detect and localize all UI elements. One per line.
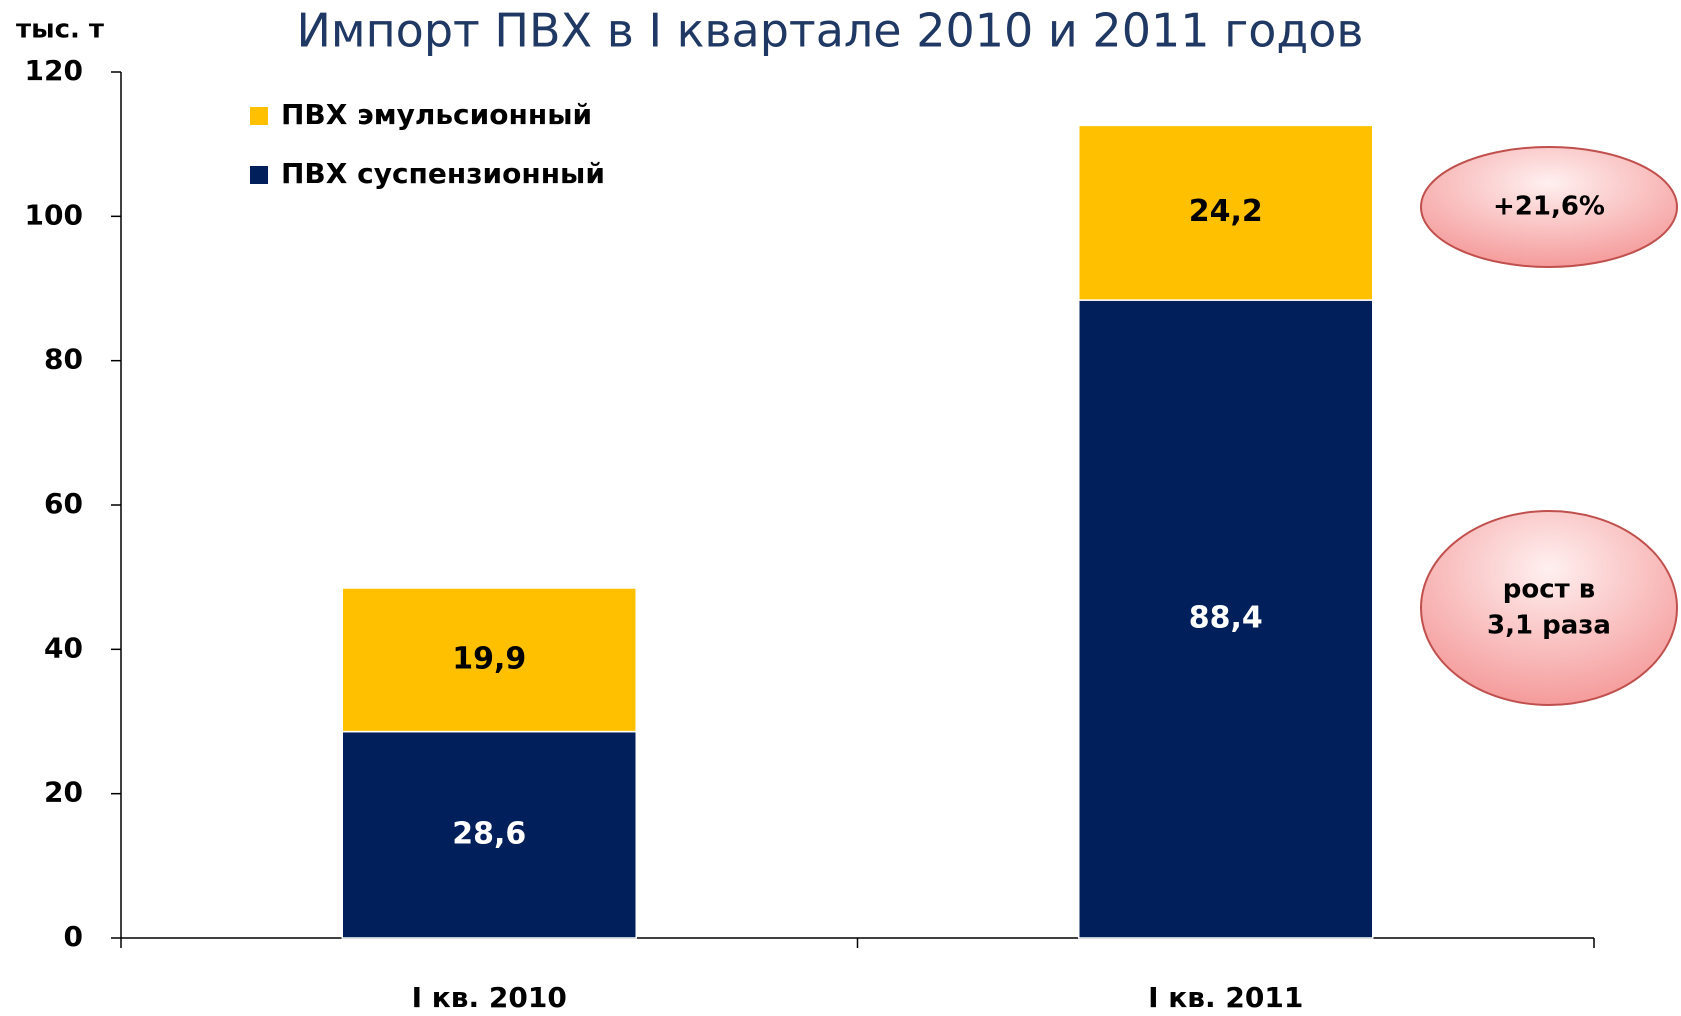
legend-label: ПВХ эмульсионный — [281, 98, 592, 131]
data-label: 88,4 — [1189, 601, 1263, 636]
annotation-bubble — [1420, 146, 1678, 268]
annotation-bubble — [1420, 510, 1678, 706]
annotation-text: рост в — [1503, 575, 1595, 605]
y-tick-label: 20 — [44, 776, 83, 809]
y-tick-label: 0 — [64, 920, 83, 953]
y-tick-label: 60 — [44, 487, 83, 520]
legend-swatch — [250, 107, 268, 125]
data-label: 19,9 — [452, 641, 526, 676]
bar-segment — [341, 587, 637, 733]
y-tick-label: 120 — [25, 54, 83, 87]
y-tick-label: 40 — [44, 631, 83, 664]
bar-segment — [1078, 124, 1374, 301]
y-tick-label: 80 — [44, 343, 83, 376]
legend-label: ПВХ суспензионный — [281, 157, 605, 190]
annotation-text: +21,6% — [1493, 192, 1605, 222]
annotation-text: 3,1 раза — [1487, 611, 1611, 641]
x-tick-label: I кв. 2011 — [1148, 981, 1303, 1014]
chart-title: Импорт ПВХ в I квартале 2010 и 2011 годо… — [296, 4, 1363, 58]
x-tick-label: I кв. 2010 — [412, 981, 567, 1014]
data-label: 24,2 — [1189, 194, 1263, 229]
bar-segment — [341, 730, 637, 939]
y-axis-label: тыс. т — [16, 15, 104, 45]
y-tick-label: 100 — [25, 198, 83, 231]
data-label: 28,6 — [452, 816, 526, 851]
legend-swatch — [250, 166, 268, 184]
